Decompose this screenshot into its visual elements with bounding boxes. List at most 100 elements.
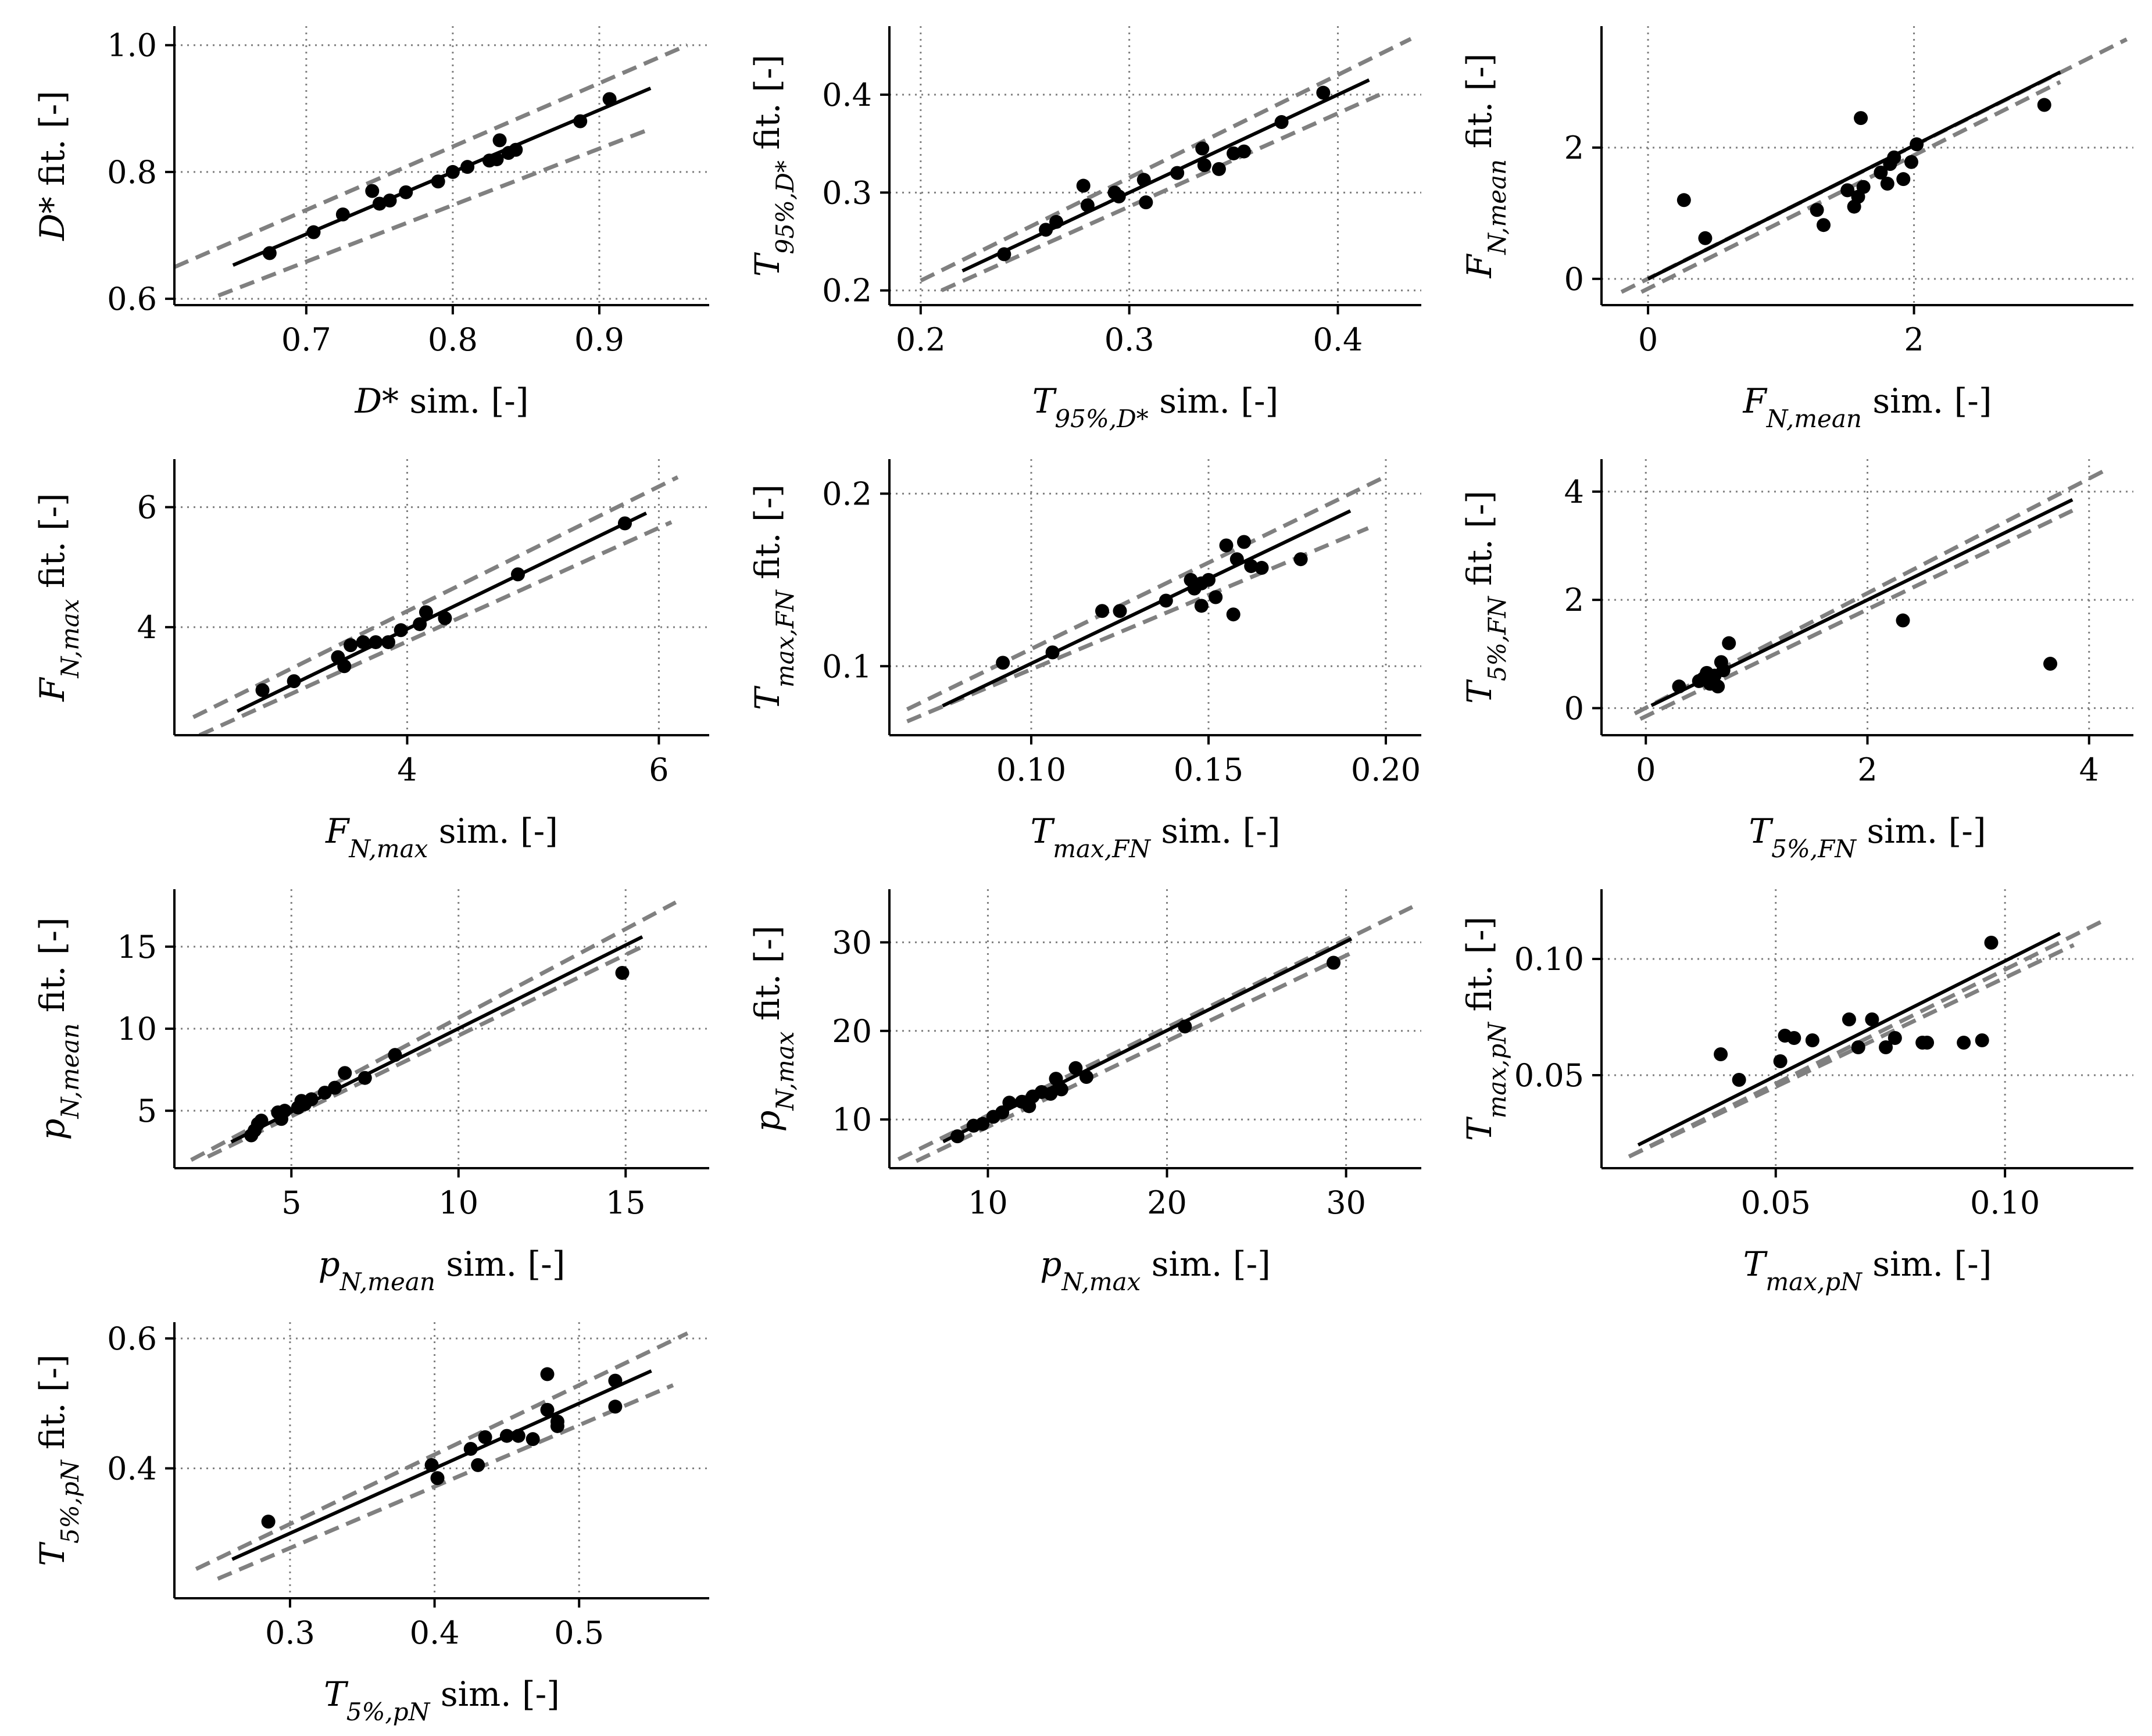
x-tick-label: 0.7 [281,321,331,358]
data-point [1045,645,1060,660]
data-point [413,617,427,631]
fit-line [231,1369,652,1561]
plot-area [195,1331,689,1581]
data-point [1113,604,1127,618]
data-point [1851,1040,1865,1054]
band-lower-line [198,520,673,735]
data-point [617,516,632,531]
data-point [608,1399,623,1414]
band-upper-line [174,43,688,269]
y-tick-label: 0 [1564,690,1584,726]
data-point [550,1419,564,1433]
data-point [335,207,350,221]
data-point [1840,183,1855,198]
plot-area [174,43,688,298]
data-point [489,152,504,167]
data-point [526,1432,540,1447]
x-tick-label: 0 [1638,321,1658,358]
y-tick-label: 0.4 [822,77,872,113]
x-axis-label: FN,max sim. [-] [325,811,558,863]
x-axis-label: T5%,pN sim. [-] [324,1674,560,1726]
x-tick-label: 0.8 [428,321,478,358]
x-axis-label: Tmax,FN sim. [-] [1031,811,1281,863]
band-upper-line [195,1331,689,1571]
band-upper-line [920,37,1412,283]
x-tick-label: 0.10 [996,751,1066,788]
data-point [369,635,383,649]
data-point [262,246,277,260]
data-point [1076,178,1091,193]
data-point [1957,1036,1971,1050]
data-point [306,225,321,239]
data-point [1054,1082,1068,1097]
x-axis-label: T5%,FN sim. [-] [1749,811,1986,863]
data-point [337,659,352,674]
data-point [1672,679,1686,694]
data-point [1274,115,1289,130]
data-point [1227,146,1241,160]
data-point [424,1458,439,1472]
data-point [1920,1036,1935,1050]
data-point [419,605,433,620]
x-tick-label: 2 [1904,321,1924,358]
data-point [431,174,445,189]
y-tick-label: 2 [1564,582,1584,618]
data-point [388,1048,402,1062]
data-point [1043,1087,1058,1101]
data-point [1698,231,1713,245]
x-axis-label: pN,mean sim. [-] [319,1244,566,1296]
band-lower-line [217,1383,674,1581]
x-tick-label: 0 [1636,751,1656,788]
plot-area [920,37,1412,292]
y-axis-label: D* fit. [-] [33,91,72,241]
y-tick-label: 30 [832,924,872,961]
data-point [1254,561,1269,575]
data-point [394,623,408,638]
y-tick-label: 0.8 [107,154,157,191]
x-axis-label: D* sim. [-] [355,381,529,421]
y-axis-label: Tmax,pN fit. [-] [1460,917,1511,1141]
y-tick-label: 1.0 [107,27,157,64]
band-upper-line [192,475,679,720]
data-point [1817,218,1831,232]
data-point [1136,173,1151,187]
data-point [608,1373,623,1388]
plot-area [906,474,1387,724]
data-point [471,1458,485,1472]
data-point [509,142,523,157]
data-point [1773,1054,1788,1068]
y-axis-label: pN,mean fit. [-] [33,917,84,1140]
data-point [1810,203,1824,217]
x-axis-label: pN,max sim. [-] [1040,1244,1271,1296]
data-point [997,247,1011,262]
data-point [1887,150,1901,164]
band-lower-line [217,127,652,298]
band-lower-line [206,944,644,1159]
panel-t5_fn: 0 2 4 0 2 4 T5%,FN sim. [-] T5%,FN fit. [-] [1460,459,2133,863]
data-point [1237,144,1251,159]
fit-line [942,509,1352,708]
x-tick-label: 30 [1326,1184,1366,1221]
x-tick-label: 6 [649,751,669,788]
data-point [365,184,380,198]
data-point [2043,657,2058,671]
data-point [1842,1012,1856,1026]
panel-t95_dstar: 0.2 0.3 0.4 0.2 0.3 0.4 T95%,D* sim. [-] T95%,D… [748,26,1421,433]
x-tick-label: 0.20 [1351,751,1421,788]
x-tick-label: 5 [281,1184,301,1221]
x-tick-label: 0.4 [1313,321,1363,358]
data-point [460,160,475,174]
data-point [1049,214,1064,229]
data-point [1316,85,1331,100]
data-point [261,1515,276,1529]
y-tick-label: 5 [137,1093,157,1129]
panel-pn_mean: 5 10 15 5 10 15 pN,mean sim. [-] pN,mean fit. [… [33,889,709,1296]
data-point [1237,535,1251,549]
y-tick-label: 10 [117,1011,157,1047]
data-point [1095,604,1109,618]
data-point [1711,679,1725,694]
data-point [277,1104,292,1118]
data-point [438,611,452,625]
band-lower-line [941,92,1381,292]
